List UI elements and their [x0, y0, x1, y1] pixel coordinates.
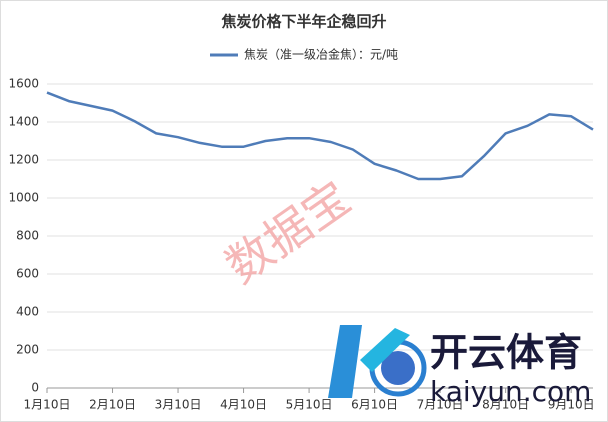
y-tick-label: 400 [16, 305, 39, 319]
x-tick-label: 2月10日 [89, 398, 136, 412]
x-tick-label: 7月10日 [417, 398, 464, 412]
logo-url: kaiyun.com [430, 375, 591, 408]
y-tick-label: 1000 [8, 191, 39, 205]
x-tick-label: 1月10日 [24, 398, 71, 412]
line-series [46, 91, 594, 181]
y-tick-label: 0 [31, 381, 39, 395]
x-tick-label: 3月10日 [155, 398, 202, 412]
legend-label: 焦炭（准一级冶金焦）：元/吨 [244, 47, 398, 62]
logo-text: 开云体育 [430, 331, 582, 375]
x-tick-label: 4月10日 [220, 398, 267, 412]
chart-title: 焦炭价格下半年企稳回升 [220, 13, 386, 31]
x-tick-label: 5月10日 [286, 398, 333, 412]
x-tick-label: 8月10日 [482, 398, 529, 412]
y-tick-label: 1600 [8, 77, 39, 91]
plot-area: 0 200 400 600 800 1000 1200 1400 1600 1月10日 2月10日 3… [8, 47, 594, 412]
x-tick-label: 9月10日 [548, 398, 595, 412]
y-tick-label: 800 [16, 229, 39, 243]
logo-icon [328, 325, 427, 398]
y-tick-label: 1400 [8, 115, 39, 129]
y-tick-label: 600 [16, 267, 39, 281]
y-tick-label: 200 [16, 343, 39, 357]
y-tick-label: 1200 [8, 153, 39, 167]
x-tick-label: 6月10日 [351, 398, 398, 412]
